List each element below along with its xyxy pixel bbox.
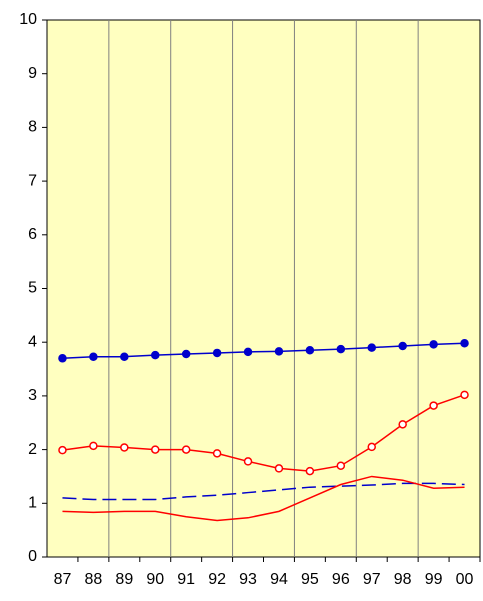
x-tick-label: 99	[425, 571, 443, 588]
x-tick-label: 89	[115, 571, 133, 588]
series-line	[62, 342, 465, 360]
y-tick-label: 1	[28, 495, 37, 512]
data-point	[367, 442, 376, 452]
y-tick-label: 2	[28, 441, 37, 458]
data-point	[89, 352, 98, 361]
x-tick-label: 88	[84, 571, 102, 588]
data-point	[460, 390, 469, 400]
y-tick-label: 8	[28, 119, 37, 136]
y-tick-label: 4	[28, 333, 37, 350]
data-point	[398, 341, 407, 351]
y-tick-label: 10	[19, 11, 37, 28]
x-tick-label: 93	[239, 571, 257, 588]
x-tick-label: 98	[394, 571, 412, 588]
x-tick-label: 94	[270, 571, 288, 588]
data-point	[274, 347, 284, 356]
x-tick-label: 90	[146, 571, 164, 588]
plot-area	[46, 19, 481, 558]
y-tick-label: 3	[28, 387, 37, 404]
data-point	[181, 445, 191, 454]
x-tick-label: 96	[332, 571, 350, 588]
data-point	[367, 343, 376, 352]
data-point	[120, 352, 129, 361]
data-point	[305, 466, 315, 476]
data-point	[336, 344, 346, 354]
data-point	[243, 347, 253, 357]
y-tick-label: 9	[28, 65, 37, 82]
x-tick-label: 97	[363, 571, 381, 588]
data-point	[429, 401, 438, 410]
y-tick-label: 6	[28, 226, 37, 243]
data-point	[89, 441, 98, 451]
y-tick-label: 7	[28, 172, 37, 189]
x-tick-label: 00	[456, 571, 474, 588]
data-point	[274, 464, 284, 473]
data-point	[460, 339, 469, 348]
data-point	[336, 461, 346, 470]
data-point	[429, 340, 438, 349]
data-point	[398, 420, 407, 429]
y-tick-label: 0	[28, 548, 37, 565]
series-line	[62, 394, 465, 472]
data-point	[212, 348, 222, 358]
x-tick-label: 87	[54, 571, 72, 588]
data-point	[243, 457, 253, 466]
series-line	[62, 475, 465, 522]
data-point	[181, 349, 191, 359]
data-point	[58, 354, 67, 363]
data-point	[212, 449, 222, 458]
data-point	[305, 346, 315, 355]
data-point	[151, 445, 160, 454]
y-tick-label: 5	[28, 280, 37, 297]
x-tick-label: 91	[177, 571, 195, 588]
x-tick-label: 92	[208, 571, 226, 588]
series-line	[62, 482, 465, 501]
x-tick-label: 95	[301, 571, 319, 588]
data-point	[151, 350, 160, 360]
data-point	[120, 443, 129, 452]
data-point	[58, 445, 67, 455]
